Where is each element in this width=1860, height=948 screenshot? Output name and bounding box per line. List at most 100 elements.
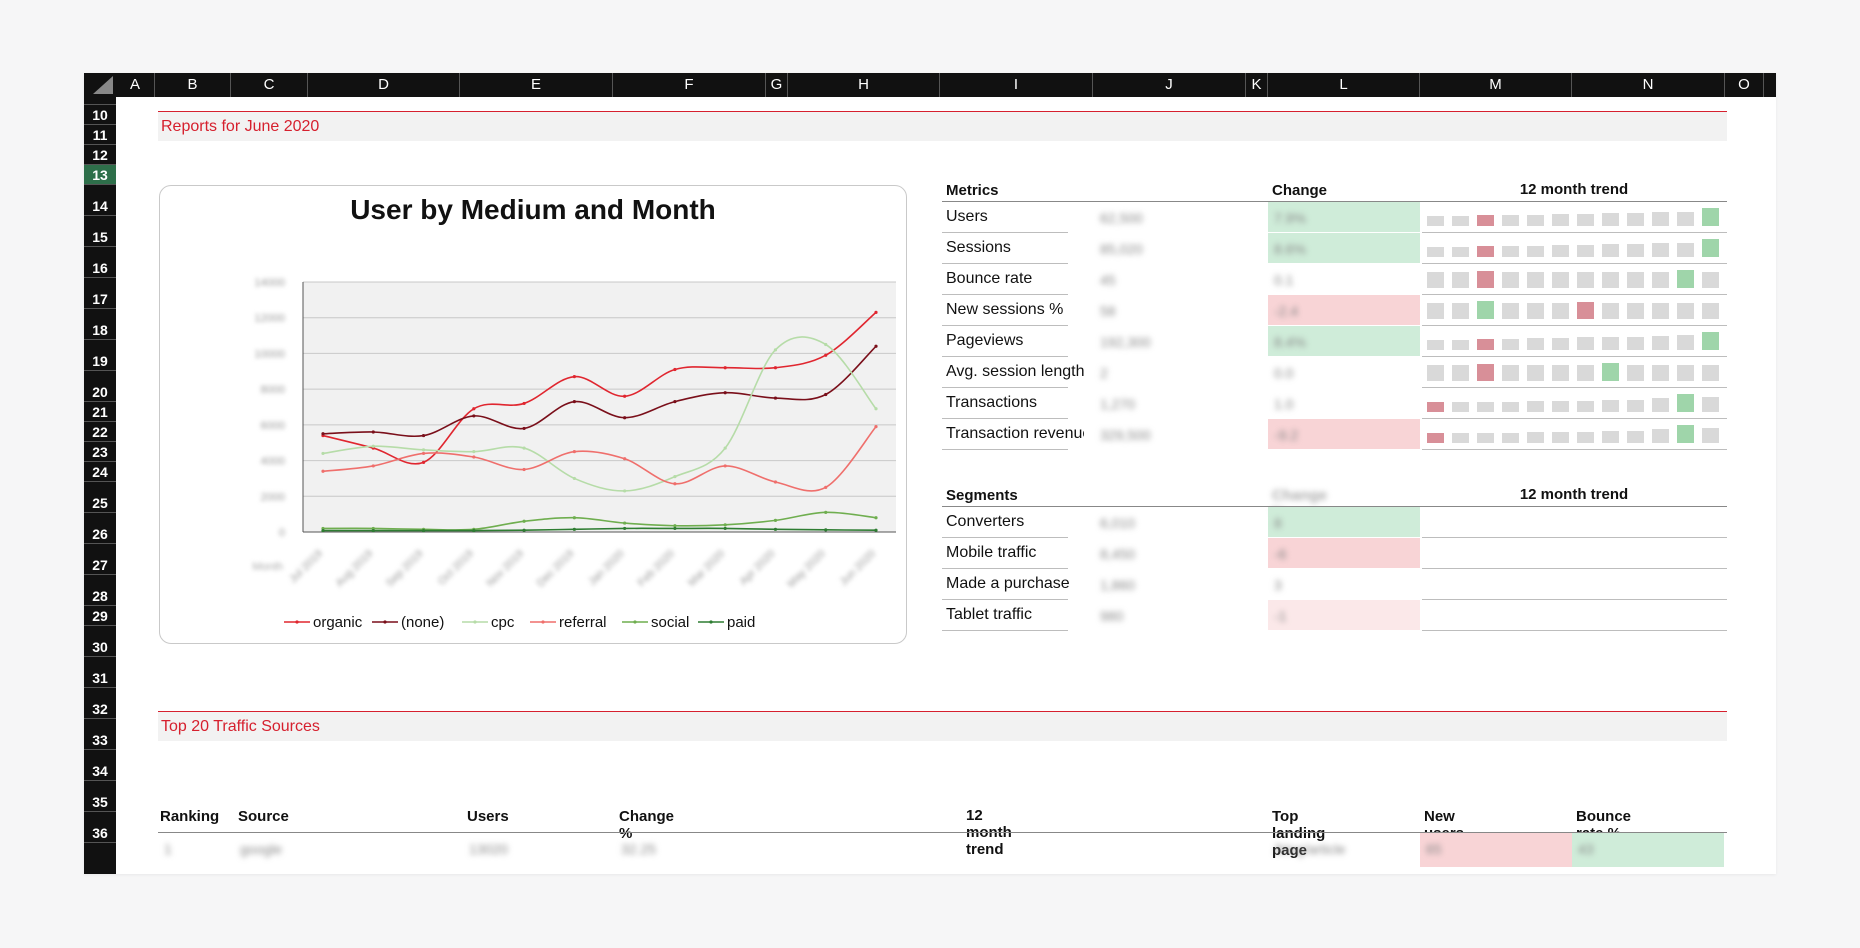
source-ranking: 1 [164, 841, 172, 857]
source-header-underline [158, 832, 1727, 833]
data-point [522, 446, 526, 450]
source-name: google [240, 841, 283, 857]
row-divider [942, 294, 1068, 295]
data-point [874, 516, 878, 520]
trend-bar [1702, 428, 1719, 443]
trend-bar [1502, 303, 1519, 319]
change-fill [1268, 538, 1420, 568]
trend-bar [1652, 303, 1669, 319]
row-label: Users [946, 208, 988, 225]
section-title-reports: Reports for June 2020 [158, 111, 1727, 141]
data-point [371, 444, 375, 448]
x-tick-label: Jun 2020 [838, 548, 878, 588]
row-header-22[interactable]: 22 [84, 422, 116, 442]
chart-container[interactable]: User by Medium and Month 14000 12000 10000… [159, 185, 907, 644]
y-tick-label: 14000 [254, 277, 285, 289]
trend-bar [1502, 339, 1519, 350]
data-point [824, 528, 828, 532]
column-header-m[interactable]: M [1420, 73, 1572, 97]
column-header-d[interactable]: D [308, 73, 460, 97]
select-all-corner[interactable] [84, 73, 116, 97]
column-header-g[interactable]: G [766, 73, 788, 97]
trend-bar [1577, 302, 1594, 319]
legend-label: organic [313, 614, 363, 631]
column-header-o[interactable]: O [1725, 73, 1764, 97]
row-divider [942, 630, 1068, 631]
row-header-20[interactable]: 20 [84, 371, 116, 402]
row-value: 329,500 [1100, 427, 1151, 443]
row-header-21[interactable]: 21 [84, 402, 116, 422]
row-header-bar: 10 11 12 13 14 15 16 17 18 19 20 21 22 23 24 25 26 27 28 29… [84, 97, 116, 874]
column-header-n[interactable]: N [1572, 73, 1725, 97]
row-header-27[interactable]: 27 [84, 544, 116, 575]
trend-bar [1627, 244, 1644, 257]
column-header-c[interactable]: C [231, 73, 308, 97]
row-header-26[interactable]: 26 [84, 513, 116, 544]
trend-bar [1452, 272, 1469, 288]
column-header-k[interactable]: K [1246, 73, 1268, 97]
row-header-14[interactable]: 14 [84, 185, 116, 216]
trend-bar [1577, 401, 1594, 412]
row-header-16[interactable]: 16 [84, 247, 116, 278]
trend-bar [1427, 247, 1444, 257]
x-tick-label: Jul 2019 [287, 548, 325, 586]
row-divider [942, 599, 1068, 600]
row-header-29[interactable]: 29 [84, 606, 116, 626]
trend-bar [1602, 431, 1619, 443]
data-point [421, 433, 426, 438]
row-header-10[interactable]: 10 [84, 105, 116, 125]
row-header-34[interactable]: 34 [84, 750, 116, 781]
row-divider [942, 387, 1068, 388]
row-header-31[interactable]: 31 [84, 657, 116, 688]
series-line-referral [322, 426, 877, 492]
legend-item-cpc: cpc [462, 614, 515, 631]
change-fill [1268, 600, 1420, 630]
row-header-19[interactable]: 19 [84, 340, 116, 371]
row-header-33[interactable]: 33 [84, 719, 116, 750]
source-header-ranking: Ranking [160, 808, 220, 825]
x-tick-label: Apr 2020 [738, 548, 778, 588]
row-header-23[interactable]: 23 [84, 442, 116, 462]
row-header-28[interactable]: 28 [84, 575, 116, 606]
row-header-15[interactable]: 15 [84, 216, 116, 247]
data-point [623, 394, 627, 398]
trend-bar [1627, 272, 1644, 288]
row-header-25[interactable]: 25 [84, 482, 116, 513]
trend-bar [1627, 365, 1644, 381]
data-point [522, 426, 526, 431]
row-header-24[interactable]: 24 [84, 462, 116, 482]
row-header-9[interactable] [84, 97, 116, 105]
row-label: Pageviews [946, 332, 1024, 349]
trend-bar [1452, 402, 1469, 412]
source-header-landing: Top landing page [1272, 808, 1326, 859]
column-header-a[interactable]: A [116, 73, 155, 97]
column-header-l[interactable]: L [1268, 73, 1420, 97]
column-header-j[interactable]: J [1093, 73, 1246, 97]
row-header-13[interactable]: 13 [84, 165, 116, 185]
row-header-36[interactable]: 36 [84, 812, 116, 843]
row-header-12[interactable]: 12 [84, 145, 116, 165]
row-header-30[interactable]: 30 [84, 626, 116, 657]
row-header-32[interactable]: 32 [84, 688, 116, 719]
row-value: 192,300 [1100, 334, 1151, 350]
row-header-11[interactable]: 11 [84, 125, 116, 145]
row-change: -2.4 [1274, 303, 1299, 319]
row-divider [942, 418, 1068, 419]
column-header-h[interactable]: H [788, 73, 940, 97]
trend-bar [1452, 365, 1469, 381]
row-label: Converters [946, 513, 1025, 530]
column-header-f[interactable]: F [613, 73, 766, 97]
data-point [321, 451, 325, 456]
row-value: 45 [1100, 272, 1116, 288]
row-header-17[interactable]: 17 [84, 278, 116, 309]
trend-bar [1427, 216, 1444, 226]
column-header-b[interactable]: B [155, 73, 231, 97]
row-header-35[interactable]: 35 [84, 781, 116, 812]
series-line-organic [322, 311, 877, 465]
trend-bar [1527, 338, 1544, 350]
column-header-i[interactable]: I [940, 73, 1093, 97]
data-point [572, 375, 576, 379]
column-header-e[interactable]: E [460, 73, 613, 97]
row-header-18[interactable]: 18 [84, 309, 116, 340]
